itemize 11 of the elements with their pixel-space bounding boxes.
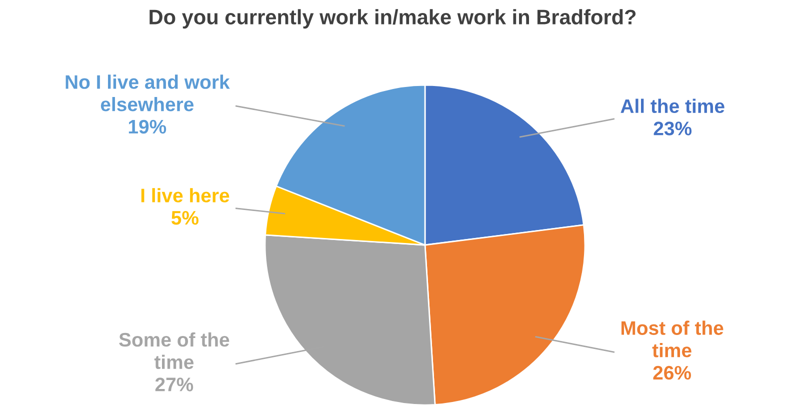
data-label: 23% [654,122,692,136]
slice-label: All the time [620,98,724,114]
slice-label: Some of the time [119,332,230,370]
data-label: 26% [653,366,691,380]
data-label: 27% [155,378,194,392]
data-label: 19% [128,120,166,134]
data-label: 5% [171,211,198,225]
slice-label: No I live and work elsewhere [66,74,230,112]
chart-title: Do you currently work in/make work in Bradford? [150,9,636,29]
slice-label: Most of the time [622,320,724,358]
slice-label: I live here [141,188,230,202]
